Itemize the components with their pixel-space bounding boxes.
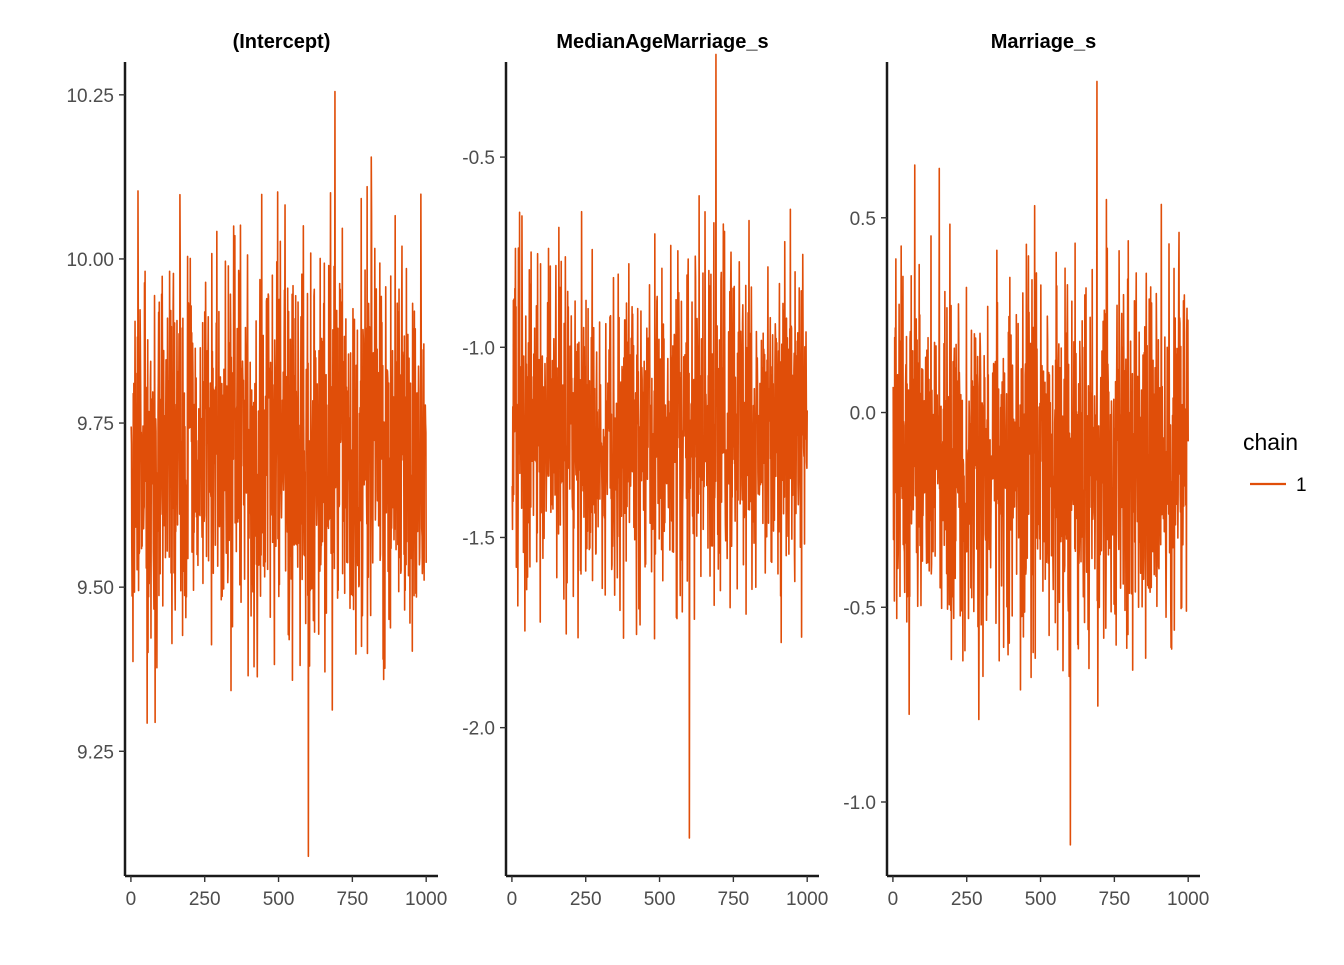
panel-title: Marriage_s [991, 31, 1097, 53]
x-tick-label: 500 [644, 889, 676, 910]
y-tick-label: 10.00 [66, 250, 114, 271]
panel-title: MedianAgeMarriage_s [556, 31, 768, 53]
x-tick-label: 500 [263, 889, 295, 910]
trace-line-chain-1 [892, 80, 1189, 846]
y-tick-label: -0.5 [843, 598, 876, 619]
trace-line-chain-1 [130, 90, 427, 858]
y-tick-label: -1.0 [462, 338, 495, 359]
x-tick-label: 250 [189, 889, 221, 910]
x-tick-label: 1000 [1167, 889, 1209, 910]
y-tick-label: -1.0 [843, 793, 876, 814]
x-tick-label: 250 [570, 889, 602, 910]
x-tick-label: 1000 [405, 889, 447, 910]
y-tick-label: 0.0 [850, 404, 876, 425]
legend-title: chain [1243, 429, 1298, 455]
x-tick-label: 0 [888, 889, 899, 910]
y-tick-label: -0.5 [462, 148, 495, 169]
trace-line-chain-1 [511, 53, 808, 839]
y-tick-label: -2.0 [462, 719, 495, 740]
x-tick-label: 250 [951, 889, 983, 910]
y-tick-label: -1.5 [462, 528, 495, 549]
x-tick-label: 0 [507, 889, 518, 910]
y-tick-label: 9.25 [77, 742, 114, 763]
x-tick-label: 500 [1025, 889, 1057, 910]
panel-3: Marriage_s -1.0 -0.5 0.0 0.5 0 250 500 750 1000 [843, 31, 1209, 910]
panel-1: (Intercept) 9.25 9.50 9.75 10.00 10.25 0 250 500… [66, 31, 447, 910]
x-tick-label: 750 [718, 889, 750, 910]
legend: chain 1 [1243, 429, 1307, 496]
y-tick-label: 9.75 [77, 414, 114, 435]
y-tick-label: 10.25 [66, 86, 114, 107]
y-tick-label: 9.50 [77, 578, 114, 599]
x-tick-label: 1000 [786, 889, 828, 910]
x-tick-label: 750 [1099, 889, 1131, 910]
panel-title: (Intercept) [233, 31, 331, 53]
panel-2: MedianAgeMarriage_s -2.0 -1.5 -1.0 -0.5 0 250 5… [462, 31, 828, 910]
y-tick-label: 0.5 [850, 209, 876, 230]
x-tick-label: 750 [337, 889, 369, 910]
x-tick-label: 0 [126, 889, 137, 910]
legend-label: 1 [1296, 475, 1307, 496]
